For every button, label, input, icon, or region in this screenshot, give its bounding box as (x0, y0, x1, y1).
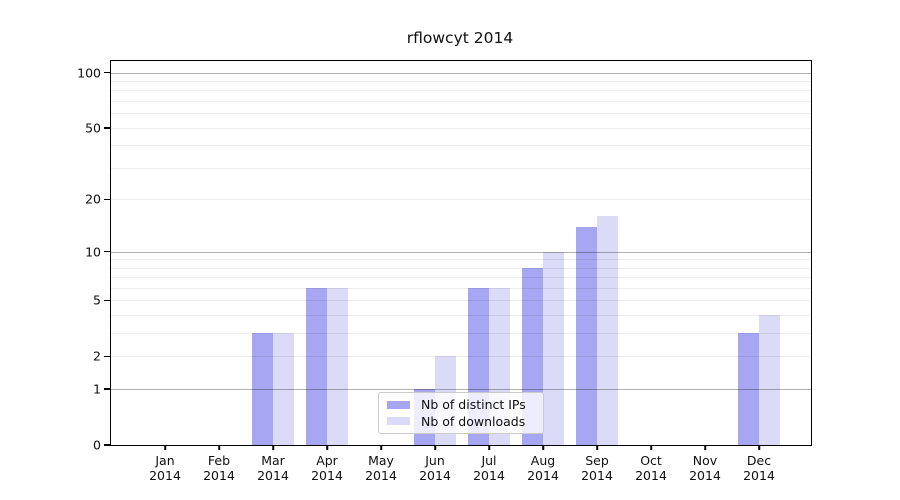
x-tick-month: Feb (207, 453, 231, 468)
x-tick-month: Jul (481, 453, 497, 468)
y-tick-10 (104, 250, 110, 253)
axes-layer: 0 1 2 5 10 20 50 100 Jan 2014 Feb 2014 Mar 2014 Apr 201… (77, 61, 811, 482)
x-tick-month: Sep (585, 453, 609, 468)
y-tick-label-0: 0 (93, 437, 101, 453)
plot-area: 0 1 2 5 10 20 50 100 Jan 2014 Feb 2014 Mar 2014 Apr 201… (77, 60, 812, 482)
y-tick-label-1: 1 (93, 381, 101, 397)
legend-entry-downloads: Nb of downloads (387, 414, 535, 429)
y-tick-5 (104, 299, 110, 302)
x-tick-apr (326, 445, 328, 450)
legend-entry-distinct-ips: Nb of distinct IPs (387, 397, 535, 412)
y-tick-label-100: 100 (77, 65, 101, 81)
legend-swatch-downloads-icon (387, 417, 410, 426)
bar-nb-of-downloads-dec (759, 315, 780, 445)
x-tick-label-jul: Jul 2014 (473, 453, 505, 483)
bar-nb-of-downloads-apr (327, 288, 348, 445)
bar-nb-of-downloads-mar (273, 333, 294, 445)
x-tick-dec (758, 445, 760, 450)
x-tick-year: 2014 (365, 467, 397, 483)
y-tick-label-5: 5 (93, 292, 101, 308)
x-tick-jan (164, 445, 166, 450)
y-tick-1 (104, 388, 110, 390)
x-tick-year: 2014 (257, 467, 289, 483)
x-tick-year: 2014 (743, 467, 775, 483)
x-tick-may (380, 445, 382, 450)
x-tick-month: Nov (692, 453, 718, 468)
y-tick-label-2: 2 (93, 348, 101, 364)
x-tick-year: 2014 (419, 467, 451, 483)
x-tick-label-jun: Jun 2014 (419, 453, 451, 483)
chart-title: rflowcyt 2014 (406, 29, 514, 47)
bar-nb-of-downloads-aug (543, 251, 564, 445)
y-tick-0 (104, 444, 110, 446)
x-tick-year: 2014 (473, 467, 505, 483)
x-tick-label-sep: Sep 2014 (581, 453, 613, 483)
bar-nb-of-distinct-ips-apr (306, 288, 327, 445)
y-tick-20 (104, 198, 110, 201)
x-tick-month: Aug (530, 453, 556, 468)
x-tick-month: Mar (261, 453, 285, 468)
y-tick-label-50: 50 (85, 120, 101, 136)
bars-layer (111, 61, 811, 445)
x-tick-year: 2014 (527, 467, 559, 483)
x-tick-month: Apr (316, 453, 338, 468)
bar-nb-of-distinct-ips-mar (252, 333, 273, 445)
x-tick-month: Dec (746, 453, 772, 468)
x-tick-year: 2014 (581, 467, 613, 483)
x-tick-month: May (368, 453, 394, 468)
x-tick-mar (272, 445, 274, 450)
x-tick-jul (488, 445, 490, 450)
x-tick-label-may: May 2014 (365, 453, 397, 483)
x-tick-year: 2014 (203, 467, 235, 483)
x-tick-month: Jan (155, 453, 175, 468)
x-tick-jun (434, 445, 436, 450)
x-tick-nov (704, 445, 706, 450)
y-tick-50 (104, 127, 110, 129)
x-tick-sep (596, 445, 598, 450)
legend-swatch-distinct-ips-icon (387, 400, 410, 409)
x-tick-month: Oct (640, 453, 662, 468)
x-tick-feb (218, 445, 220, 450)
x-tick-label-apr: Apr 2014 (311, 453, 343, 483)
legend-label-distinct-ips: Nb of distinct IPs (421, 397, 526, 413)
x-tick-label-nov: Nov 2014 (689, 453, 721, 483)
x-tick-month: Jun (425, 453, 445, 468)
x-tick-label-aug: Aug 2014 (527, 453, 559, 483)
bar-nb-of-distinct-ips-sep (576, 226, 597, 445)
x-tick-year: 2014 (635, 467, 667, 483)
y-tick-100 (104, 71, 110, 74)
x-tick-label-mar: Mar 2014 (257, 453, 289, 483)
x-tick-label-jan: Jan 2014 (149, 453, 181, 483)
y-tick-label-10: 10 (85, 244, 101, 259)
x-tick-label-feb: Feb 2014 (203, 453, 235, 483)
legend: Nb of distinct IPs Nb of downloads (378, 392, 544, 434)
x-tick-aug (542, 445, 544, 450)
x-tick-label-dec: Dec 2014 (743, 453, 775, 483)
y-tick-label-20: 20 (85, 191, 101, 207)
y-tick-2 (104, 355, 110, 358)
x-tick-label-oct: Oct 2014 (635, 453, 667, 483)
x-tick-oct (650, 445, 652, 450)
legend-label-downloads: Nb of downloads (421, 413, 526, 429)
x-tick-year: 2014 (149, 467, 181, 483)
x-tick-year: 2014 (311, 467, 343, 483)
bar-nb-of-distinct-ips-dec (738, 333, 759, 445)
bar-nb-of-downloads-sep (597, 216, 618, 445)
x-tick-year: 2014 (689, 467, 721, 483)
